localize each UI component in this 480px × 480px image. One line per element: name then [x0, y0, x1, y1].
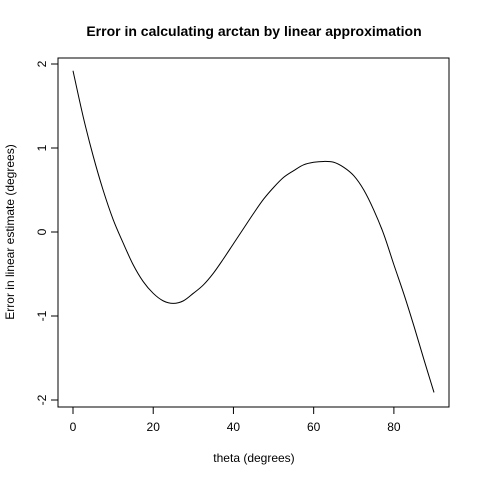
y-tick-label: 2 [35, 60, 49, 67]
x-axis: 0 20 40 60 80 [70, 407, 401, 434]
y-tick-label: -2 [35, 394, 49, 405]
x-tick-label: 0 [70, 420, 77, 434]
x-tick-label: 80 [387, 420, 401, 434]
y-tick-label: -1 [35, 310, 49, 321]
y-tick-label: 0 [35, 228, 49, 235]
series-line [72, 70, 435, 393]
y-tick-label: 1 [35, 144, 49, 151]
x-axis-label: theta (degrees) [213, 451, 294, 465]
y-axis: -2 -1 0 1 2 [35, 60, 58, 405]
y-axis-label: Error in linear estimate (degrees) [3, 144, 17, 319]
x-tick-label: 20 [147, 420, 161, 434]
x-tick-label: 40 [227, 420, 241, 434]
x-tick-label: 60 [307, 420, 321, 434]
chart-title: Error in calculating arctan by linear ap… [86, 23, 421, 39]
